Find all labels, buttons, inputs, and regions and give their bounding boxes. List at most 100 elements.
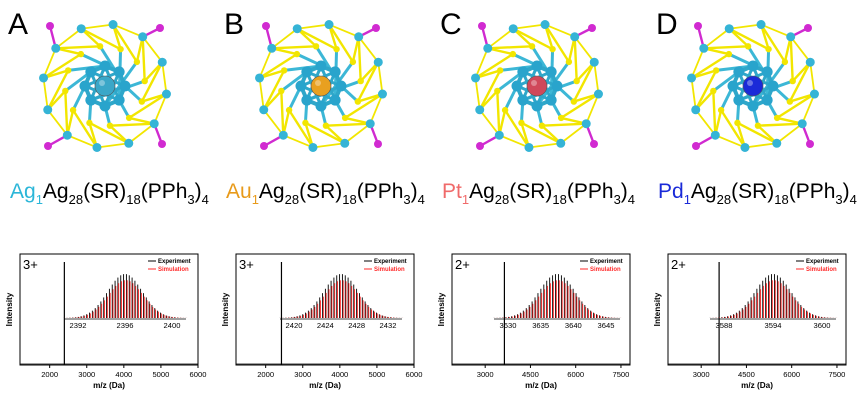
ag-atom — [99, 60, 111, 72]
bond — [703, 28, 730, 50]
panel-letter: A — [8, 8, 29, 41]
bond — [258, 53, 298, 79]
s-atom — [518, 119, 525, 127]
bond — [789, 36, 811, 63]
legend-simulation: Simulation — [590, 267, 621, 273]
bond — [593, 62, 600, 95]
p-atom — [260, 142, 268, 150]
bond — [109, 122, 155, 127]
formula-subscript: 28 — [716, 192, 732, 207]
ag-atom — [308, 142, 318, 152]
inset-tick-label: 3588 — [716, 321, 733, 330]
cluster-structure-image — [471, 20, 603, 152]
s-atom — [781, 58, 789, 66]
charge-state-label: 3+ — [23, 257, 38, 272]
s-atom — [280, 67, 288, 74]
ag-atom — [301, 94, 313, 106]
bond — [356, 61, 380, 103]
x-tick-label: 5000 — [368, 370, 385, 379]
formula-part: (SR) — [731, 180, 775, 203]
x-tick-label: 2000 — [41, 370, 58, 379]
dopant-subscript: 1 — [683, 192, 691, 207]
dopant-highlight — [315, 80, 321, 86]
x-tick-label: 6000 — [567, 370, 584, 379]
ag-atom — [43, 105, 53, 115]
bond — [328, 23, 354, 63]
p-atom — [806, 140, 814, 148]
formula-part: ) — [194, 180, 202, 203]
ag-atom — [377, 89, 387, 99]
ag-atom — [740, 142, 750, 152]
dopant-symbol: Pt — [442, 180, 462, 203]
dopant-symbol: Au — [226, 180, 252, 203]
bond — [544, 23, 576, 38]
x-tick-label: 4000 — [331, 370, 348, 379]
dopant-symbol: Pd — [658, 180, 684, 203]
dopant-highlight — [99, 80, 105, 86]
inset-tick-label: 2432 — [380, 321, 397, 330]
ag-atom — [699, 43, 709, 53]
dopant-subscript: 1 — [251, 192, 259, 207]
bond — [47, 109, 69, 136]
p-atom — [804, 24, 812, 32]
ag-atom — [259, 105, 269, 115]
ag-atom — [733, 94, 745, 106]
atoms — [687, 20, 819, 152]
cluster-structure-image — [687, 20, 819, 152]
s-atom — [557, 114, 565, 122]
ag-atom — [517, 66, 529, 78]
plot-frame — [667, 253, 847, 366]
formula-subscript: 3 — [403, 192, 411, 207]
s-atom — [786, 98, 794, 105]
x-tick-label: 3000 — [477, 370, 494, 379]
s-atom — [725, 50, 733, 58]
ag-atom — [301, 66, 313, 78]
x-axis-label: m/z (Da) — [741, 381, 773, 390]
bond — [712, 90, 717, 136]
bond — [325, 122, 371, 127]
s-atom — [341, 114, 349, 122]
isotope-inset: 3588 3594 3600 Experiment Simulation — [709, 259, 839, 330]
bond — [801, 93, 816, 125]
bond — [760, 23, 792, 38]
p-atom — [374, 140, 382, 148]
s-atom — [141, 77, 148, 85]
formula-part: (PPh — [566, 180, 614, 203]
ag-atom — [531, 100, 543, 112]
bond — [328, 23, 360, 38]
bond — [560, 122, 587, 144]
formula-subscript: 4 — [849, 192, 857, 207]
ag-atom — [724, 24, 734, 34]
inset-tick-label: 2392 — [70, 321, 87, 330]
inset-tick-label: 2424 — [317, 321, 334, 330]
p-atom — [262, 22, 270, 30]
bond — [96, 142, 129, 149]
bond — [55, 28, 82, 50]
p-atom — [46, 22, 54, 30]
formula-subscript: 4 — [201, 192, 209, 207]
ag-atom — [161, 89, 171, 99]
ag-atom — [756, 20, 766, 30]
x-tick-label: 4500 — [738, 370, 755, 379]
formula-subscript: 18 — [552, 192, 567, 207]
ag-atom — [85, 94, 97, 106]
bond — [357, 36, 379, 63]
ag-atom — [691, 105, 701, 115]
bond — [112, 23, 138, 63]
bond — [776, 122, 803, 144]
ag-atom — [483, 43, 493, 53]
ag-atom — [335, 80, 347, 92]
inset-tick-label: 3594 — [765, 321, 782, 330]
s-atom — [538, 122, 546, 129]
inset-tick-label: 3640 — [565, 321, 582, 330]
formula-part: (SR) — [299, 180, 343, 203]
ag-atom — [540, 20, 550, 30]
s-atom — [573, 77, 580, 85]
s-atom — [565, 58, 573, 66]
ag-atom — [786, 32, 796, 42]
bond — [809, 62, 816, 95]
legend-experiment: Experiment — [374, 259, 407, 265]
ag-atom — [108, 20, 118, 30]
dopant-symbol: Ag — [10, 180, 36, 203]
